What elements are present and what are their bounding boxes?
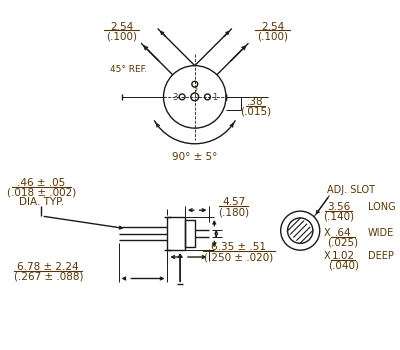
Text: 2: 2 xyxy=(192,86,197,96)
Text: (.180): (.180) xyxy=(218,207,249,217)
Text: WIDE: WIDE xyxy=(368,228,394,238)
Text: 3: 3 xyxy=(172,93,178,102)
Text: (.040): (.040) xyxy=(328,261,359,271)
Text: 1: 1 xyxy=(212,93,217,102)
Text: .46 ± .05: .46 ± .05 xyxy=(17,178,66,188)
Text: 90° ± 5°: 90° ± 5° xyxy=(172,152,218,162)
Text: X: X xyxy=(323,251,330,261)
Text: 2.54: 2.54 xyxy=(110,22,133,32)
Text: (.140): (.140) xyxy=(323,212,354,222)
Bar xyxy=(185,220,195,247)
Text: 45° REF.: 45° REF. xyxy=(110,65,147,74)
Text: LONG: LONG xyxy=(368,202,395,212)
Text: (.250 ± .020): (.250 ± .020) xyxy=(204,252,273,262)
Text: (.267 ± .088): (.267 ± .088) xyxy=(14,272,83,281)
Text: (.100): (.100) xyxy=(257,32,288,41)
Text: (.015): (.015) xyxy=(240,106,271,117)
Text: .64: .64 xyxy=(335,228,352,238)
Text: .38: .38 xyxy=(247,97,264,107)
Text: (.025): (.025) xyxy=(328,237,359,247)
Text: 3.56: 3.56 xyxy=(327,202,350,212)
Text: ADJ. SLOT: ADJ. SLOT xyxy=(327,185,375,195)
Text: (.018 ± .002): (.018 ± .002) xyxy=(7,188,76,198)
Bar xyxy=(168,217,185,250)
Text: 6.35 ± .51: 6.35 ± .51 xyxy=(211,242,266,252)
Text: (.100): (.100) xyxy=(106,32,137,41)
Text: 6.78 ± 2.24: 6.78 ± 2.24 xyxy=(18,262,79,272)
Text: 1.02: 1.02 xyxy=(332,251,355,261)
Text: DIA. TYP.: DIA. TYP. xyxy=(19,197,64,207)
Text: 2.54: 2.54 xyxy=(261,22,284,32)
Text: DEEP: DEEP xyxy=(368,251,394,261)
Text: 4.57: 4.57 xyxy=(222,197,246,207)
Text: X: X xyxy=(323,228,330,238)
